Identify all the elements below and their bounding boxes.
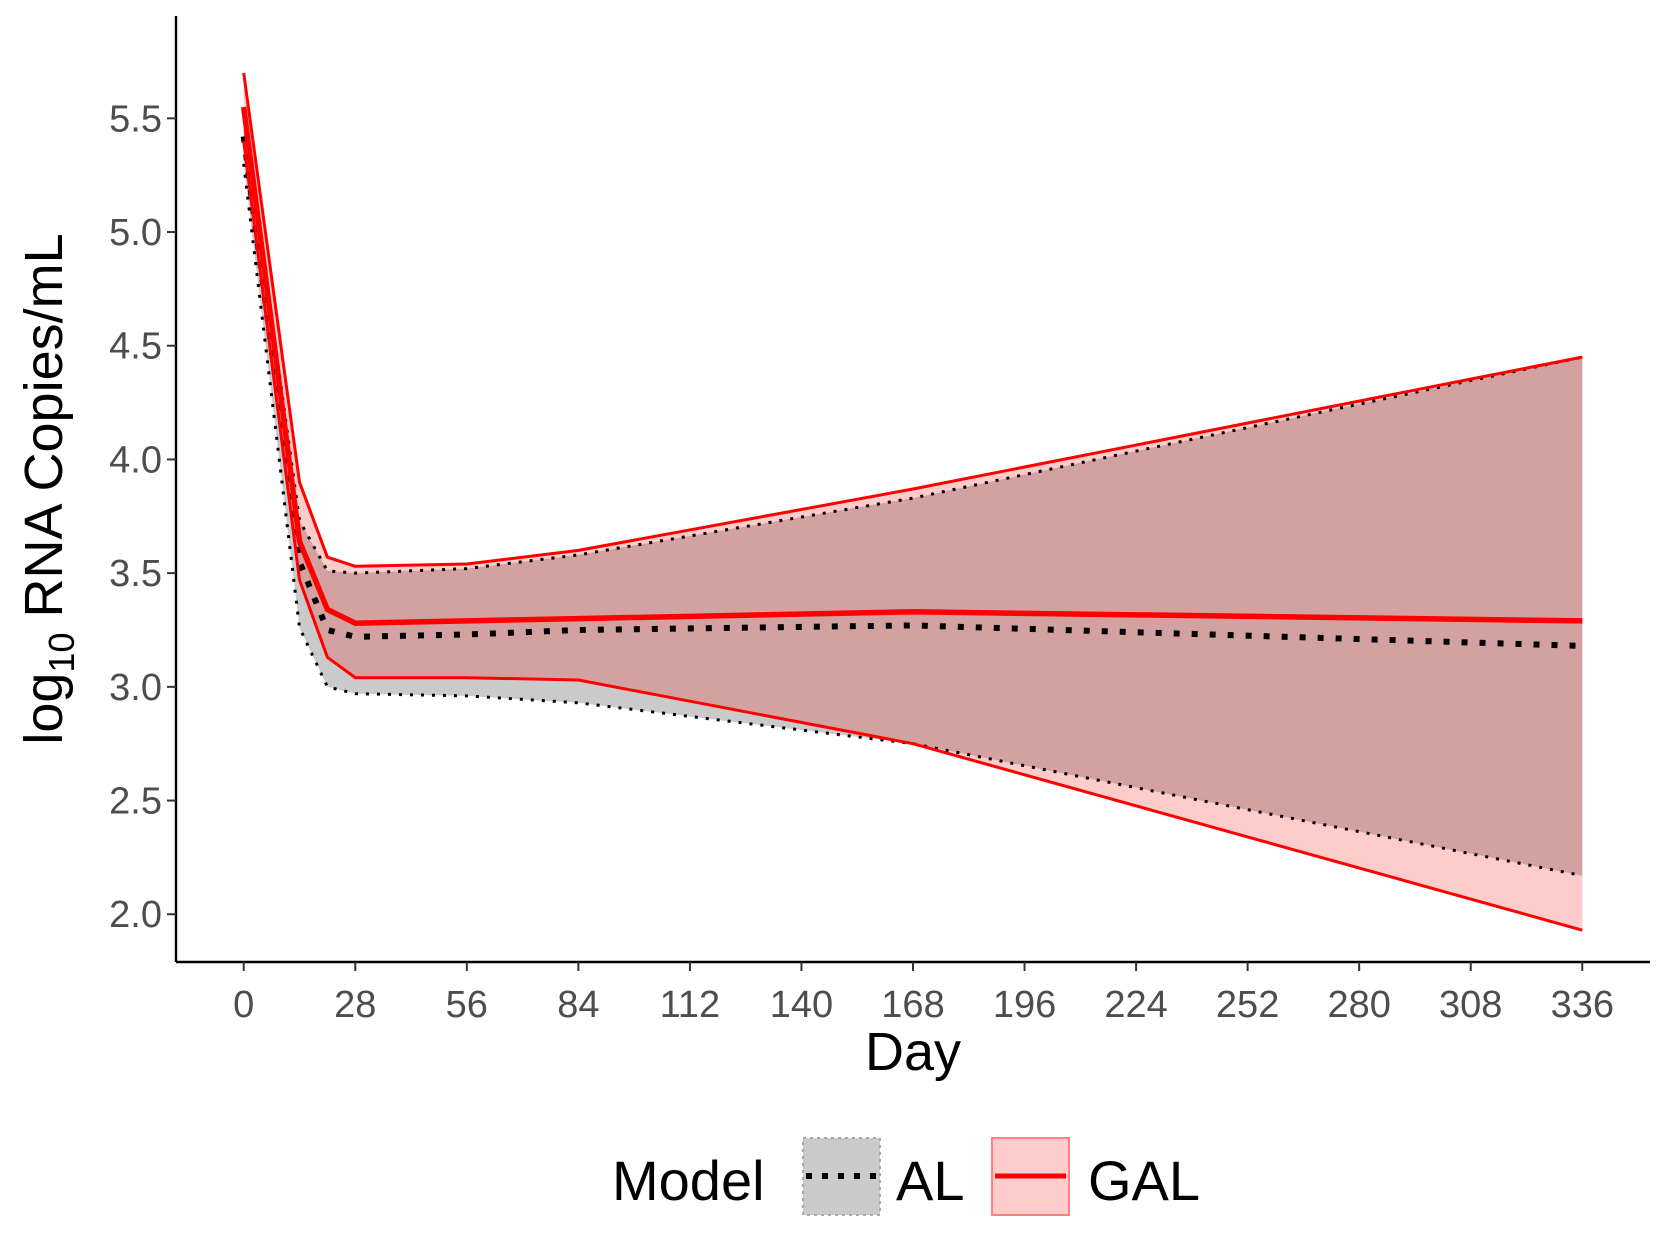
x-axis-ticks: 0 28 56 84 112 140 168 196 224 252 280 308 336 (233, 962, 1614, 1026)
x-tick-label: 84 (557, 984, 599, 1026)
x-tick-label: 224 (1104, 984, 1167, 1026)
y-axis-title-subscript: 10 (41, 633, 82, 673)
lower-bound-line-al (242, 163, 1583, 878)
median-line-gal (240, 106, 1583, 626)
y-axis-title-base: log (14, 673, 74, 745)
x-tick-label: 252 (1216, 984, 1279, 1026)
x-tick-label: 308 (1439, 984, 1502, 1026)
legend-title: Model (612, 1149, 765, 1212)
lower-bound-line-gal (242, 140, 1583, 932)
legend-label-gal: GAL (1088, 1149, 1200, 1212)
x-tick-label: 0 (233, 984, 254, 1026)
y-tick-label: 3.0 (109, 667, 162, 709)
x-tick-label: 336 (1551, 984, 1614, 1026)
x-tick-label: 196 (993, 984, 1056, 1026)
series-lines (240, 72, 1583, 932)
x-tick-label: 56 (446, 984, 488, 1026)
band-gal (243, 72, 1583, 931)
y-tick-label: 2.0 (109, 894, 162, 936)
x-tick-label: 168 (881, 984, 944, 1026)
upper-bound-line-gal (242, 72, 1583, 568)
band-al (243, 113, 1583, 876)
y-tick-label: 4.5 (109, 326, 162, 368)
y-axis-ticks: 2.0 2.5 3.0 3.5 4.0 4.5 5.0 5.5 (109, 98, 176, 936)
x-tick-label: 112 (660, 984, 721, 1026)
upper-bound-line-al (242, 113, 1583, 575)
y-tick-label: 5.5 (109, 98, 162, 140)
y-tick-label: 3.5 (109, 553, 162, 595)
y-axis-title: log10 RNA Copies/mL (14, 233, 82, 744)
y-tick-label: 5.0 (109, 212, 162, 254)
y-axis-title-rest: RNA Copies/mL (14, 233, 74, 632)
legend-label-al: AL (896, 1149, 965, 1212)
x-tick-label: 28 (334, 984, 376, 1026)
y-tick-label: 4.0 (109, 439, 162, 481)
legend: Model AL GAL (612, 1137, 1200, 1216)
y-tick-label: 2.5 (109, 781, 162, 823)
x-tick-label: 280 (1327, 984, 1390, 1026)
x-axis-title: Day (865, 1022, 961, 1082)
confidence-bands (243, 72, 1583, 931)
x-tick-label: 140 (770, 984, 833, 1026)
